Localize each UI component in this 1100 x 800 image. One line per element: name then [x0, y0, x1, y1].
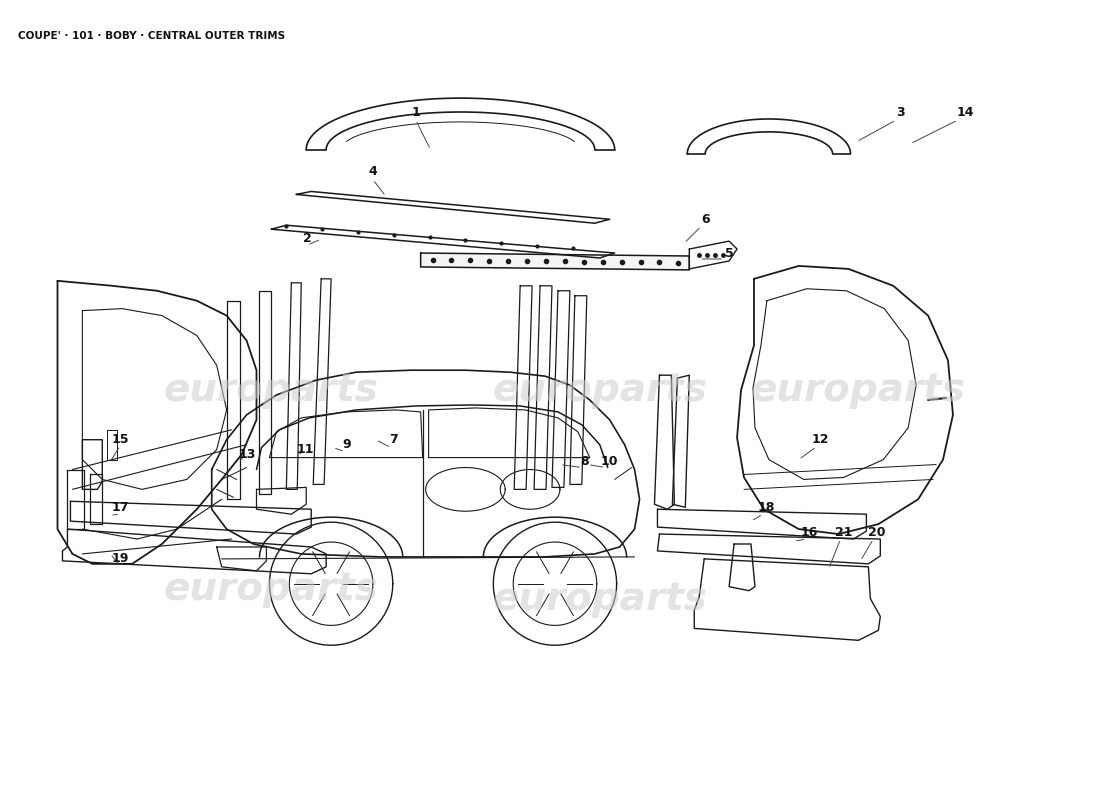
Text: europarts: europarts	[164, 570, 378, 608]
Text: 16: 16	[801, 526, 818, 538]
Text: 3: 3	[895, 106, 904, 118]
Text: 9: 9	[343, 438, 351, 451]
Polygon shape	[420, 253, 690, 270]
Text: europarts: europarts	[493, 371, 707, 409]
Text: europarts: europarts	[493, 580, 707, 618]
Text: 7: 7	[389, 434, 398, 446]
Text: 8: 8	[581, 455, 590, 468]
Text: 4: 4	[368, 165, 377, 178]
Text: europarts: europarts	[164, 371, 378, 409]
Text: 6: 6	[701, 213, 710, 226]
Text: 13: 13	[239, 448, 256, 461]
Text: 19: 19	[111, 552, 129, 566]
Text: 11: 11	[297, 443, 313, 456]
Text: 17: 17	[111, 501, 129, 514]
Text: 18: 18	[757, 501, 774, 514]
Text: 20: 20	[868, 526, 886, 538]
Text: 21: 21	[835, 526, 852, 538]
Text: 2: 2	[302, 232, 311, 245]
Text: 5: 5	[725, 246, 734, 259]
Text: 15: 15	[111, 434, 129, 446]
Text: 1: 1	[411, 106, 420, 118]
Text: europarts: europarts	[751, 371, 966, 409]
Text: 14: 14	[956, 106, 974, 118]
Text: 12: 12	[812, 434, 829, 446]
Text: COUPE' · 101 · BOBY · CENTRAL OUTER TRIMS: COUPE' · 101 · BOBY · CENTRAL OUTER TRIM…	[18, 30, 285, 41]
Text: 10: 10	[601, 455, 618, 468]
